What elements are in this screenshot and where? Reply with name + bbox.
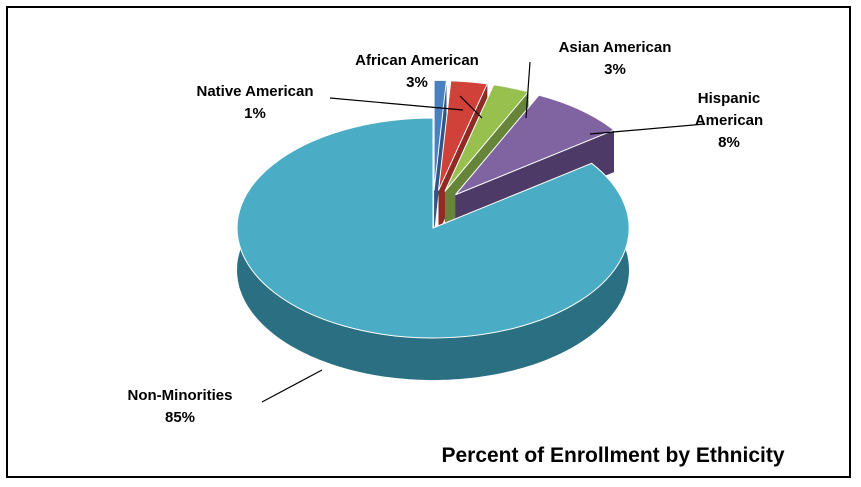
leader-line-african-american: [459, 95, 483, 119]
leader-line-non-minorities: [261, 369, 323, 403]
leader-line-hispanic-american: [589, 123, 706, 135]
pie-slice-non-minorities: [236, 117, 630, 339]
data-label-african-american: African American 3%: [355, 52, 479, 91]
leader-line-native-american: [329, 97, 464, 111]
leader-line-asian-american: [525, 61, 531, 119]
data-label-non-minorities: Non-Minorities 85%: [128, 387, 233, 426]
pie-slice-hispanic-american: [455, 94, 615, 196]
chart-title: Percent of Enrollment by Ethnicity: [441, 444, 784, 467]
pie-slice-african-american: [438, 80, 488, 191]
data-label-asian-american: Asian American 3%: [559, 39, 672, 78]
data-label-native-american: Native American 1%: [197, 83, 314, 122]
data-label-hispanic-american: Hispanic American 8%: [695, 90, 763, 151]
pie-wall-native-american-1: [434, 80, 447, 233]
